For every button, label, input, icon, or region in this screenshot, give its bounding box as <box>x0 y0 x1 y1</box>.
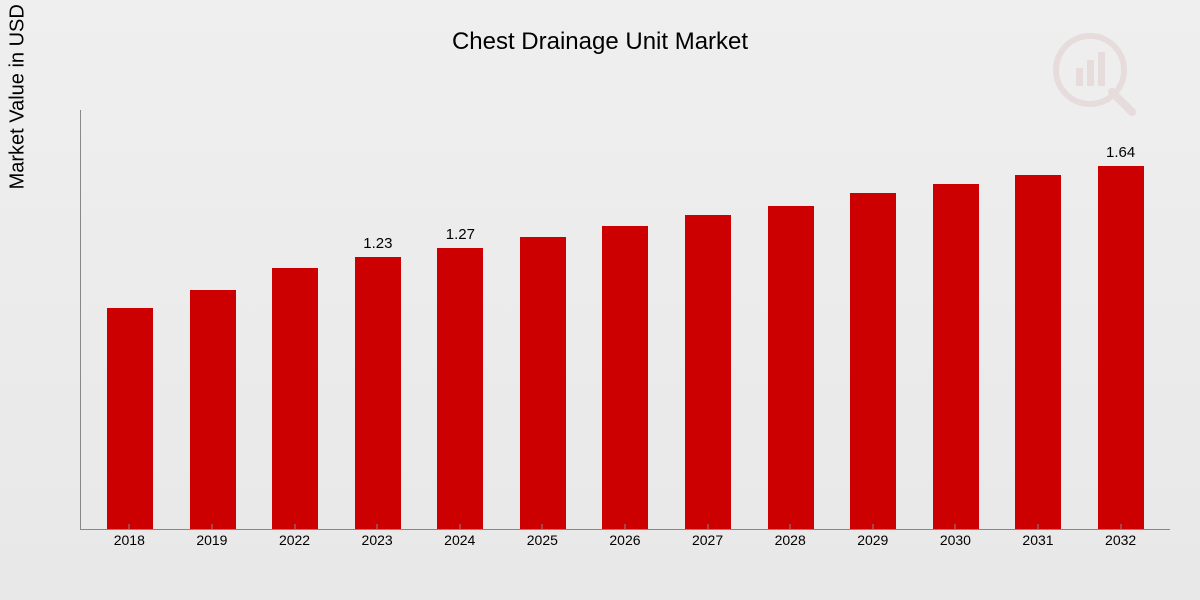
x-tick-label: 2026 <box>584 532 667 548</box>
bar <box>850 193 896 529</box>
bar-slot: 1.27 <box>419 110 502 529</box>
x-tick-label: 2019 <box>171 532 254 548</box>
x-tick-label: 2023 <box>336 532 419 548</box>
bar <box>437 248 483 529</box>
x-tick-label: 2018 <box>88 532 171 548</box>
bar-slot <box>502 110 585 529</box>
chart-title: Chest Drainage Unit Market <box>0 28 1200 56</box>
bar <box>685 215 731 529</box>
x-tick-label: 2029 <box>831 532 914 548</box>
x-tick-label: 2022 <box>253 532 336 548</box>
x-tick-label: 2030 <box>914 532 997 548</box>
bar-value-label: 1.23 <box>363 235 392 253</box>
bar <box>1098 166 1144 529</box>
x-tick-label: 2024 <box>418 532 501 548</box>
x-tick-label: 2027 <box>666 532 749 548</box>
bar-slot <box>89 110 172 529</box>
y-axis-label: Market Value in USD Billion <box>7 0 30 189</box>
bar <box>272 268 318 529</box>
bar-value-label: 1.64 <box>1106 144 1135 162</box>
x-tick-label: 2032 <box>1079 532 1162 548</box>
bar <box>355 257 401 529</box>
x-tick-label: 2025 <box>501 532 584 548</box>
bar-value-label: 1.27 <box>446 226 475 244</box>
bar <box>1015 175 1061 529</box>
bar-slot <box>667 110 750 529</box>
bar-slot: 1.23 <box>337 110 420 529</box>
bar <box>933 184 979 529</box>
bar <box>602 226 648 529</box>
bar <box>190 290 236 529</box>
bar <box>107 308 153 529</box>
bars-container: 1.23 1.27 1.64 <box>81 110 1170 529</box>
plot-area: 1.23 1.27 1.64 <box>80 110 1170 530</box>
bar <box>520 237 566 529</box>
bar-slot <box>832 110 915 529</box>
bar-slot <box>914 110 997 529</box>
x-tick-label: 2028 <box>749 532 832 548</box>
bar <box>768 206 814 529</box>
bar-slot <box>172 110 255 529</box>
bar-slot: 1.64 <box>1079 110 1162 529</box>
bar-slot <box>749 110 832 529</box>
bar-slot <box>584 110 667 529</box>
x-axis: 2018201920222023202420252026202720282029… <box>80 532 1170 548</box>
bar-slot <box>254 110 337 529</box>
bar-slot <box>997 110 1080 529</box>
x-tick-label: 2031 <box>997 532 1080 548</box>
